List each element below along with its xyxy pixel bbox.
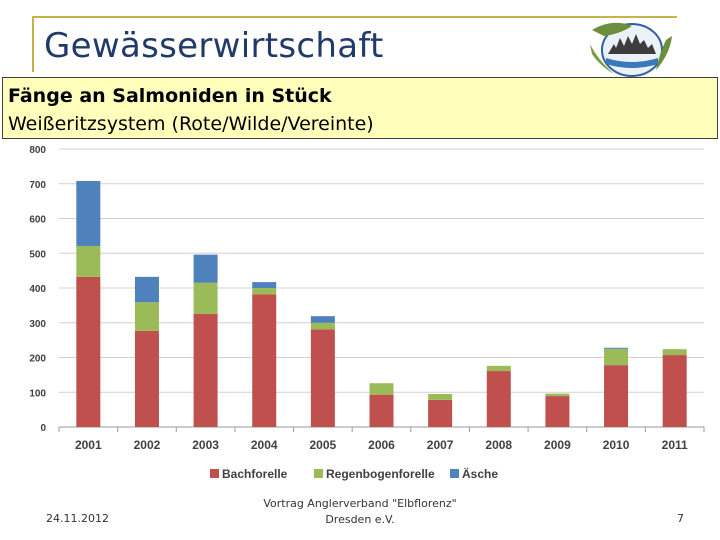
y-tick-label: 600 xyxy=(29,215,46,226)
bar-segment-bachforelle xyxy=(428,399,453,427)
bar-segment-regenbogenforelle xyxy=(369,383,394,395)
bar-segment-regenbogenforelle xyxy=(428,393,453,400)
y-tick-label: 700 xyxy=(29,180,46,191)
x-tick-label: 2009 xyxy=(544,438,571,452)
y-tick-label: 500 xyxy=(29,249,46,260)
grid-lines xyxy=(58,148,705,432)
legend-swatch xyxy=(314,469,323,478)
x-tick-label: 2003 xyxy=(192,438,219,452)
y-tick-label: 0 xyxy=(40,423,46,434)
bar-segment-äsche xyxy=(76,180,101,246)
bar-segment-bachforelle xyxy=(310,329,335,427)
slide-title: Gewässerwirtschaft xyxy=(44,26,384,66)
x-tick-label: 2007 xyxy=(427,438,454,452)
chart-heading: Fänge an Salmoniden in Stück xyxy=(8,85,332,107)
bar-segment-bachforelle xyxy=(252,294,277,427)
x-tick-label: 2010 xyxy=(603,438,630,452)
bar-segment-regenbogenforelle xyxy=(252,288,277,295)
chart-subheading: Weißeritzsystem (Rote/Wilde/Vereinte) xyxy=(8,113,374,135)
y-tick-label: 100 xyxy=(29,388,46,399)
y-tick-label: 200 xyxy=(29,354,46,365)
bar-segment-äsche xyxy=(193,254,218,283)
legend-label: Bachforelle xyxy=(222,467,288,481)
bar-segment-bachforelle xyxy=(486,371,511,427)
bar-segment-regenbogenforelle xyxy=(193,282,218,314)
x-tick-label: 2011 xyxy=(662,438,688,452)
y-tick-label: 400 xyxy=(29,284,46,295)
y-tick-label: 300 xyxy=(29,319,46,330)
fish-club-logo-icon xyxy=(590,22,672,77)
legend-label: Äsche xyxy=(462,466,498,481)
bar-segment-regenbogenforelle xyxy=(604,348,629,366)
x-tick-label: 2002 xyxy=(134,438,161,452)
bar-segment-regenbogenforelle xyxy=(545,393,570,397)
bar-segment-bachforelle xyxy=(76,276,101,427)
footer-line-1: Vortrag Anglerverband "Elbflorenz" xyxy=(263,497,457,510)
bar-segment-bachforelle xyxy=(369,394,394,427)
page-number: 7 xyxy=(677,512,684,525)
footer-line-2: Dresden e.V. xyxy=(325,513,395,526)
y-axis-ticks: 0 100 200 300 400 500 600 700 800 xyxy=(29,145,46,434)
bar-segment-bachforelle xyxy=(662,355,687,427)
bar-series xyxy=(76,180,687,427)
legend-swatch xyxy=(450,469,459,478)
x-axis-ticks: 2001 2002 2003 2004 2005 2006 2007 2008 2009 2010… xyxy=(75,438,688,452)
legend: Bachforelle Regenbogenforelle Äsche xyxy=(210,466,498,481)
x-tick-label: 2004 xyxy=(251,438,278,452)
title-frame xyxy=(32,16,677,72)
x-tick-label: 2001 xyxy=(75,438,102,452)
bar-segment-regenbogenforelle xyxy=(310,322,335,330)
bar-segment-bachforelle xyxy=(604,365,629,427)
bar-segment-äsche xyxy=(134,276,159,303)
bar-segment-äsche xyxy=(604,347,629,349)
bar-segment-bachforelle xyxy=(134,330,159,427)
y-tick-label: 800 xyxy=(29,145,46,156)
subtitle-box: Fänge an Salmoniden in Stück Weißeritzsy… xyxy=(2,77,718,139)
bar-segment-regenbogenforelle xyxy=(486,365,511,372)
footer-presentation-info: Vortrag Anglerverband "Elbflorenz" Dresd… xyxy=(260,496,460,528)
bar-segment-regenbogenforelle xyxy=(662,349,687,356)
bar-segment-äsche xyxy=(252,282,277,288)
x-tick-label: 2005 xyxy=(310,438,337,452)
bar-segment-äsche xyxy=(310,316,335,323)
legend-swatch xyxy=(210,469,219,478)
bar-segment-regenbogenforelle xyxy=(76,245,101,277)
footer-date: 24.11.2012 xyxy=(46,512,109,525)
x-tick-label: 2008 xyxy=(485,438,512,452)
bar-segment-regenbogenforelle xyxy=(134,302,159,331)
legend-label: Regenbogenforelle xyxy=(326,467,435,481)
bar-segment-bachforelle xyxy=(545,396,570,427)
x-tick-label: 2006 xyxy=(368,438,395,452)
bar-segment-bachforelle xyxy=(193,313,218,427)
